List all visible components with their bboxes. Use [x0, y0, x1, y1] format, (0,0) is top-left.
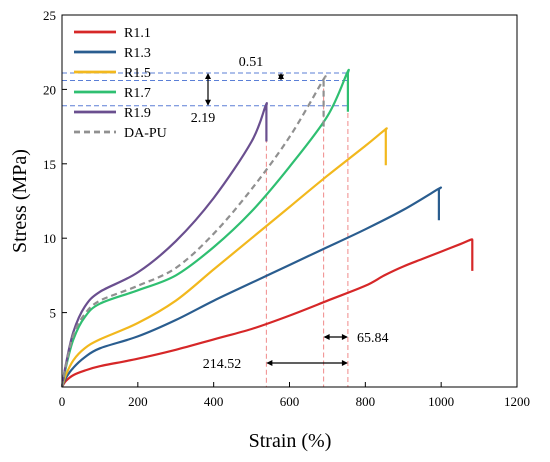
- annotation-label: 2.19: [191, 111, 216, 126]
- arrow-head: [278, 74, 284, 81]
- y-tick-label: 20: [43, 82, 56, 97]
- series-line-r1-1: [61, 238, 474, 388]
- arrow-head: [266, 360, 273, 366]
- series-line-da-pu: [60, 75, 327, 388]
- series-layer: [60, 68, 474, 388]
- arrow-head: [205, 99, 211, 106]
- arrow-head: [323, 334, 330, 340]
- y-tick-label: 5: [50, 306, 57, 321]
- arrow-head: [341, 360, 348, 366]
- legend-label: R1.9: [124, 106, 151, 121]
- annotation-label: 65.84: [357, 331, 389, 346]
- annotation-label: 214.52: [203, 357, 242, 372]
- annotations-layer: 0.51 2.19 65.84 214.52: [191, 55, 389, 372]
- annotation-label: 0.51: [239, 55, 264, 70]
- y-tick-label: 25: [43, 8, 56, 23]
- series-line-r1-7: [60, 68, 350, 388]
- legend-label: R1.1: [124, 26, 151, 41]
- x-tick-label: 600: [280, 394, 300, 409]
- guide-lines-layer: [62, 72, 349, 387]
- x-tick-label: 800: [356, 394, 376, 409]
- x-tick-label: 400: [204, 394, 224, 409]
- y-tick-label: 10: [43, 231, 56, 246]
- series-line-r1-9: [60, 102, 268, 388]
- y-axis-title: Stress (MPa): [9, 149, 31, 253]
- x-tick-label: 0: [59, 394, 66, 409]
- series-line-r1-3: [60, 186, 443, 388]
- x-tick-label: 1000: [428, 394, 454, 409]
- legend: R1.1 R1.3 R1.5 R1.7 R1.9 DA-PU: [74, 26, 167, 141]
- x-tick-label: 200: [128, 394, 148, 409]
- legend-label: R1.3: [124, 46, 151, 61]
- series-line-r1-5: [60, 127, 388, 388]
- arrow-head: [205, 73, 211, 80]
- axis-ticks-layer: 0 200 400 600 800 1000 1200 5 10 15 20 25: [43, 8, 530, 409]
- legend-label: R1.7: [124, 86, 151, 101]
- x-tick-label: 1200: [504, 394, 530, 409]
- legend-label: DA-PU: [124, 126, 167, 141]
- legend-label: R1.5: [124, 66, 151, 81]
- x-axis-title: Strain (%): [249, 430, 332, 452]
- y-tick-label: 15: [43, 157, 56, 172]
- arrow-head: [341, 334, 348, 340]
